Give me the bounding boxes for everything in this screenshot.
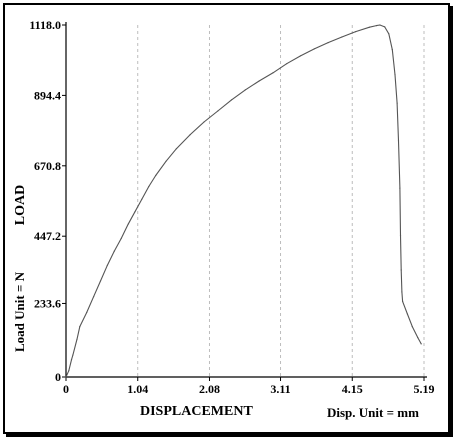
data-point [402, 300, 404, 302]
data-point [217, 110, 219, 112]
data-point [72, 354, 74, 356]
data-point [401, 291, 403, 293]
data-point [388, 33, 390, 35]
data-point [113, 250, 115, 252]
data-point [189, 134, 191, 136]
data-point [400, 269, 402, 271]
data-point [155, 174, 157, 177]
y-axis-unit-label: Load Unit = N [12, 271, 27, 352]
data-point [65, 376, 67, 378]
data-point [286, 63, 288, 65]
data-point [68, 370, 70, 372]
data-point [355, 31, 357, 33]
y-tick-label: 894.4 [34, 88, 61, 102]
tick-labels: 0 1.04 2.08 3.11 4.15 5.19 0 233.6 447.2 670.8 894… [29, 18, 434, 396]
data-point [396, 102, 398, 104]
data-point [420, 343, 422, 345]
x-axis-unit-label: Disp. Unit = mm [327, 405, 419, 420]
data-point [120, 237, 122, 240]
data-point [391, 49, 393, 51]
y-tick-label: 1118.0 [29, 18, 61, 32]
x-tick-label: 3.11 [270, 382, 290, 396]
data-point [86, 311, 88, 314]
data-series [65, 24, 422, 378]
data-point [399, 187, 401, 189]
data-point [397, 140, 400, 142]
chart-frame [3, 3, 450, 434]
data-point [134, 211, 136, 213]
grid-lines [137, 25, 425, 377]
x-tick-label: 2.08 [199, 382, 220, 396]
data-point [399, 234, 402, 236]
y-tick-label: 447.2 [34, 229, 61, 243]
data-point [406, 313, 408, 315]
data-point [258, 80, 260, 82]
data-point [93, 296, 95, 298]
data-point [244, 89, 246, 91]
x-tick-label: 1.04 [127, 382, 148, 396]
data-point [175, 148, 177, 150]
x-tick-label: 5.19 [414, 382, 435, 396]
y-tick-label: 233.6 [34, 296, 61, 310]
data-point [165, 160, 167, 162]
data-point [368, 26, 371, 28]
data-point [99, 280, 102, 282]
axes [62, 22, 427, 381]
data-point [313, 48, 315, 50]
data-point [327, 42, 329, 44]
data-point [384, 26, 386, 28]
data-point [375, 25, 377, 27]
data-point [127, 223, 129, 225]
data-point [230, 99, 233, 101]
data-point [141, 198, 143, 200]
x-axis-title: DISPLACEMENT [140, 404, 253, 419]
data-point [79, 326, 81, 328]
data-point [272, 72, 274, 74]
y-tick-label: 670.8 [34, 159, 61, 173]
y-tick-label: 0 [55, 370, 61, 384]
data-point [411, 326, 413, 328]
data-point [417, 337, 419, 339]
x-tick-label: 4.15 [342, 382, 363, 396]
data-point [106, 264, 108, 266]
data-point [299, 55, 302, 57]
data-point [379, 24, 381, 26]
load-curve [65, 24, 422, 378]
data-point [394, 74, 396, 76]
data-point [148, 185, 150, 188]
y-axis-title: LOAD [13, 185, 28, 225]
data-point [341, 36, 343, 38]
data-point [70, 359, 73, 361]
data-point [203, 121, 205, 123]
x-tick-label: 0 [63, 382, 69, 396]
data-point [76, 338, 78, 340]
